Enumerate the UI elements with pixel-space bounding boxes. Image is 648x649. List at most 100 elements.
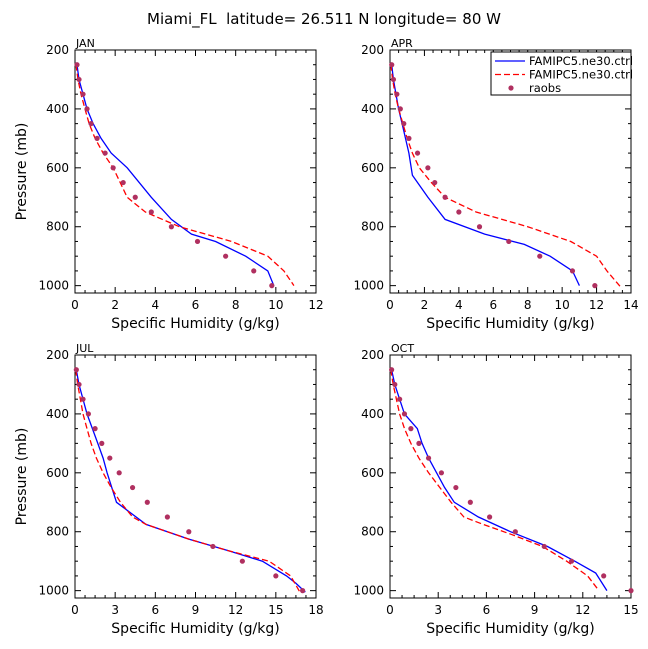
legend-box (490, 51, 632, 96)
obs-point (85, 411, 91, 417)
series-line-dashed (75, 64, 295, 286)
y-tick-label: 800 (361, 525, 384, 539)
obs-point (537, 253, 543, 259)
obs-point (80, 91, 86, 97)
obs-point (80, 396, 86, 402)
obs-point (223, 253, 229, 259)
x-tick-label: 12 (589, 298, 604, 312)
x-tick-label: 8 (232, 298, 240, 312)
obs-point (512, 529, 518, 535)
obs-point (76, 381, 82, 388)
y-axis-label: Pressure (mb) (14, 123, 30, 221)
panel-apr: APR 0 2 4 6 8 10 12 14 200 400 600 800 1000 Specific H… (353, 37, 638, 332)
obs-point (389, 367, 395, 373)
y-tick-label: 400 (361, 102, 384, 116)
x-tick-label: 12 (228, 603, 243, 617)
panel-label: OCT (391, 342, 414, 355)
y-tick-label: 200 (361, 43, 384, 57)
obs-point (194, 238, 201, 245)
obs-point (210, 543, 216, 550)
obs-point (94, 135, 100, 141)
obs-point (144, 499, 150, 505)
obs-point (73, 367, 79, 373)
x-tick-label: 6 (152, 603, 160, 617)
obs-point (408, 426, 414, 432)
series-line-solid (391, 64, 580, 286)
legend-entry-label: FAMIPC5.ne30.ctrl (529, 54, 633, 68)
x-tick-label: 9 (192, 603, 200, 617)
y-tick-label: 1000 (38, 279, 69, 293)
x-tick-label: 9 (531, 603, 539, 617)
obs-point (401, 121, 407, 127)
x-axis-label: Specific Humidity (g/kg) (426, 316, 594, 332)
x-tick-label: 0 (386, 603, 394, 617)
x-tick-label: 10 (555, 298, 570, 312)
obs-point (541, 543, 547, 550)
obs-point (601, 573, 607, 579)
obs-point (120, 179, 126, 186)
plot-frame (389, 354, 632, 599)
y-tick-label: 1000 (38, 584, 69, 598)
obs-point (84, 106, 90, 112)
series-line-dashed (390, 64, 622, 288)
legend-entry-label: raobs (529, 81, 561, 95)
obs-point (74, 62, 80, 68)
obs-point (442, 194, 448, 200)
x-axis-label: Specific Humidity (g/kg) (111, 316, 279, 332)
obs-point (92, 426, 98, 432)
obs-point (129, 484, 136, 491)
x-tick-label: 6 (192, 298, 200, 312)
obs-point (401, 411, 408, 417)
obs-point (392, 381, 398, 388)
obs-point (389, 62, 395, 68)
legend-swatch-dot (508, 85, 514, 91)
obs-point (506, 238, 512, 245)
obs-point (397, 106, 403, 112)
obs-point (239, 558, 245, 564)
figure-title: Miami_FL latitude= 26.511 N longitude= 8… (147, 10, 501, 29)
obs-point (76, 76, 82, 83)
obs-point (186, 529, 192, 535)
obs-point (394, 91, 400, 97)
obs-point (476, 224, 483, 230)
x-tick-label: 18 (308, 603, 323, 617)
series-line-dashed (75, 369, 301, 593)
y-tick-label: 800 (46, 220, 69, 234)
obs-point (425, 165, 431, 171)
obs-point (432, 179, 438, 186)
panel-label: APR (391, 37, 413, 50)
x-tick-label: 3 (111, 603, 119, 617)
x-tick-label: 2 (111, 298, 119, 312)
plot-frame (74, 49, 317, 294)
x-axis-label: Specific Humidity (g/kg) (426, 621, 594, 637)
y-tick-label: 400 (46, 407, 69, 421)
obs-point (569, 268, 576, 274)
y-tick-label: 600 (361, 161, 384, 175)
x-tick-label: 0 (386, 298, 394, 312)
y-tick-label: 400 (46, 102, 69, 116)
y-tick-label: 400 (361, 407, 384, 421)
series-line-solid (75, 369, 306, 593)
obs-point (416, 440, 422, 446)
x-tick-label: 0 (71, 298, 79, 312)
x-tick-label: 2 (421, 298, 429, 312)
panel-oct: OCT 0 3 6 9 12 15 200 400 600 800 1000 Specific Humi… (353, 342, 638, 637)
obs-point (273, 573, 279, 579)
obs-point (110, 165, 116, 171)
obs-point (628, 588, 634, 594)
obs-point (99, 440, 105, 446)
plot-frame (74, 354, 317, 599)
x-tick-label: 6 (489, 298, 497, 312)
panel-label: JAN (75, 37, 95, 50)
x-tick-label: 8 (524, 298, 532, 312)
x-tick-label: 15 (268, 603, 283, 617)
y-tick-label: 200 (46, 348, 69, 362)
obs-point (251, 268, 257, 274)
obs-point (116, 470, 122, 476)
series-line-solid (390, 369, 608, 591)
obs-point (88, 121, 94, 127)
y-tick-label: 1000 (353, 584, 384, 598)
